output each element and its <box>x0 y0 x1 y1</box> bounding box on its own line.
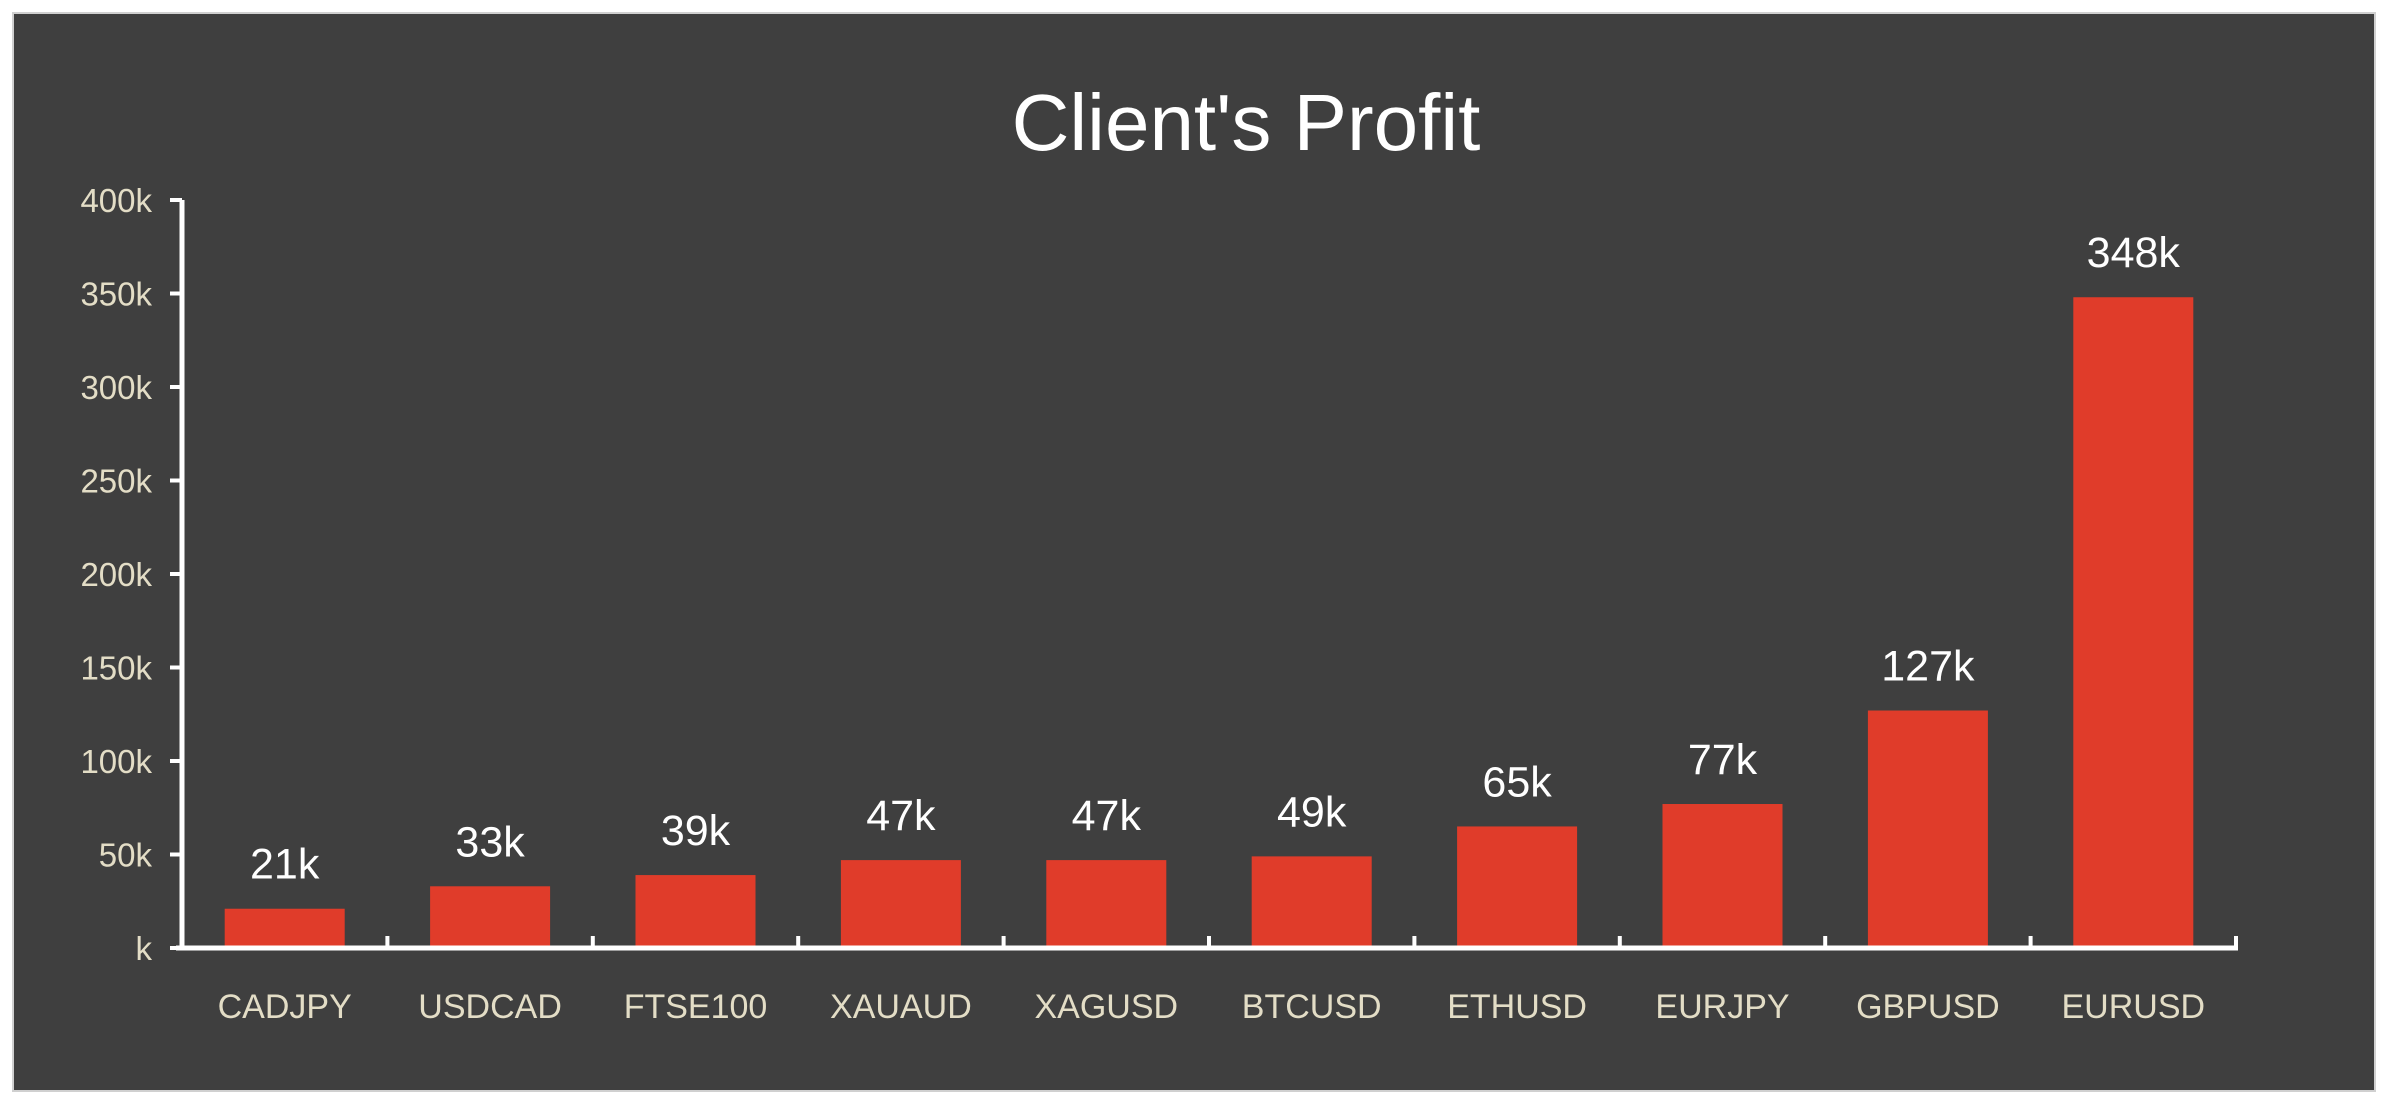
x-tick-label-eurusd: EURUSD <box>2062 988 2206 1026</box>
bar-xagusd <box>1046 860 1167 948</box>
value-label-gbpusd: 127k <box>1881 643 1975 691</box>
bar-eurusd <box>2073 297 2194 948</box>
axes-layer <box>170 198 2238 951</box>
y-tick-label: k <box>136 930 153 967</box>
bar-ftse100 <box>635 875 756 948</box>
x-tick-label-ethusd: ETHUSD <box>1447 988 1587 1026</box>
y-tick-label: 200k <box>80 556 152 593</box>
x-tick-label-eurjpy: EURJPY <box>1655 988 1789 1026</box>
labels-layer: 21k CADJPY 33k USDCAD 39k FTSE100 47k XAUAUD 47k… <box>80 182 2205 1026</box>
x-tick-label-usdcad: USDCAD <box>418 988 562 1026</box>
y-tick-label: 350k <box>80 276 152 313</box>
y-tick-label: 100k <box>80 743 152 780</box>
value-label-ftse100: 39k <box>661 807 731 855</box>
bar-xauaud <box>840 860 961 948</box>
bar-ethusd <box>1457 826 1578 948</box>
value-label-eurusd: 348k <box>2087 229 2181 277</box>
x-tick-label-ftse100: FTSE100 <box>624 988 768 1026</box>
x-tick-label-gbpusd: GBPUSD <box>1856 988 2000 1026</box>
value-label-xagusd: 47k <box>1072 792 1142 840</box>
value-label-usdcad: 33k <box>455 818 525 866</box>
x-tick-label-xagusd: XAGUSD <box>1035 988 1179 1026</box>
y-tick-label: 300k <box>80 369 152 406</box>
bars-layer <box>224 297 2194 948</box>
y-tick-label: 50k <box>99 837 153 874</box>
chart-title: Client's Profit <box>1012 78 1481 167</box>
y-tick-label: 400k <box>80 182 152 219</box>
x-tick-label-cadjpy: CADJPY <box>218 988 352 1026</box>
bar-eurjpy <box>1662 804 1783 948</box>
y-tick-label: 150k <box>80 650 152 687</box>
bar-usdcad <box>430 886 551 948</box>
value-label-btcusd: 49k <box>1277 788 1347 836</box>
value-label-ethusd: 65k <box>1482 758 1552 806</box>
value-label-eurjpy: 77k <box>1688 736 1758 784</box>
bar-gbpusd <box>1867 710 1988 948</box>
y-tick-label: 250k <box>80 463 152 500</box>
bar-cadjpy <box>224 908 345 948</box>
value-label-cadjpy: 21k <box>250 841 320 889</box>
x-tick-label-btcusd: BTCUSD <box>1242 988 1382 1026</box>
bar-btcusd <box>1251 856 1372 948</box>
x-tick-label-xauaud: XAUAUD <box>830 988 972 1026</box>
value-label-xauaud: 47k <box>866 792 936 840</box>
